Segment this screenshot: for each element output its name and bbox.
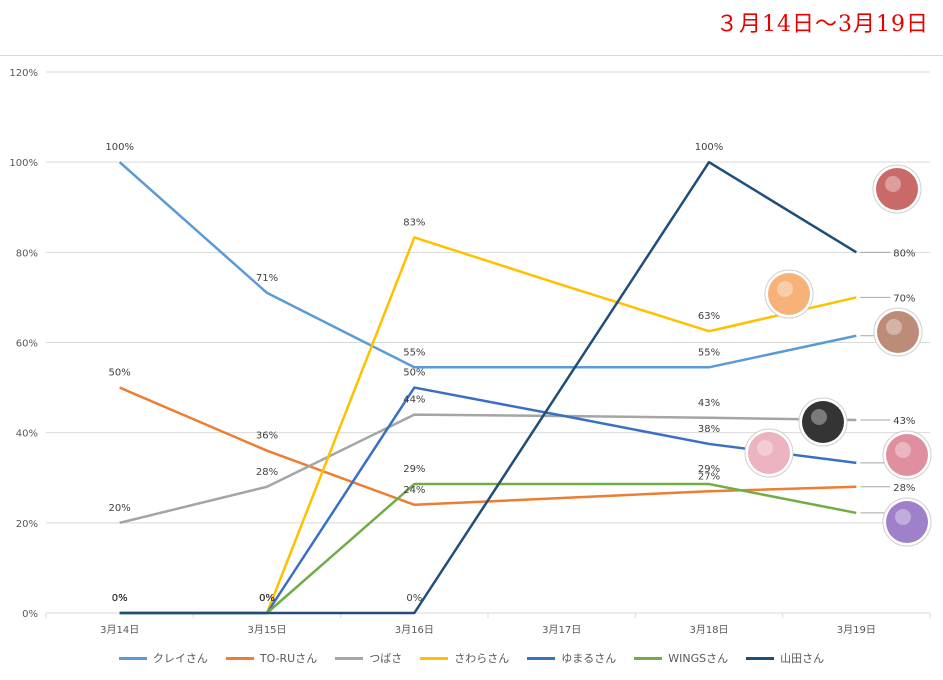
line-chart: 0% 20% 40% 60% 80% 100% 120% 3月14日 3月15日 3月16日 3月1… xyxy=(9,68,932,636)
brown-hair-girl-avatar xyxy=(873,307,923,357)
data-label: 44% xyxy=(403,395,425,406)
y-tick-label: 120% xyxy=(9,68,38,79)
y-tick-label: 20% xyxy=(16,519,38,530)
series-5-line xyxy=(119,482,857,615)
food-photo-avatar xyxy=(872,164,922,214)
data-label: 100% xyxy=(695,142,724,153)
data-label: 0% xyxy=(406,593,422,604)
x-tick-label: 3月17日 xyxy=(542,624,581,636)
y-tick-label: 100% xyxy=(9,158,38,169)
legend-item: クレイさん xyxy=(118,650,208,666)
series-2-line xyxy=(119,413,857,525)
data-label: 63% xyxy=(698,311,720,322)
avatar-fill xyxy=(876,168,918,210)
chart-legend: クレイさん TO-RUさん つばさ さわらさん ゆまるさん WINGSさん 山田さん xyxy=(0,650,943,666)
y-tick-label: 80% xyxy=(16,248,38,259)
data-label: 0% xyxy=(112,593,128,604)
silhouette-avatar xyxy=(798,397,848,447)
series-3-line xyxy=(119,236,857,615)
data-label: 55% xyxy=(698,347,720,358)
legend-label: TO-RUさん xyxy=(259,652,318,665)
series-0-line xyxy=(118,161,857,369)
data-label: 55% xyxy=(403,347,425,358)
data-label: 71% xyxy=(256,273,278,284)
chart-area: 0% 20% 40% 60% 80% 100% 120% 3月14日 3月15日 3月16日 3月1… xyxy=(0,55,943,680)
data-label: 83% xyxy=(403,217,425,228)
data-label: 29% xyxy=(698,464,720,475)
data-label: 0% xyxy=(259,593,275,604)
orange-hair-girl-avatar xyxy=(764,269,814,319)
data-label: 0% xyxy=(259,593,275,604)
legend-label: ゆまるさん xyxy=(561,652,617,665)
avatar-fill xyxy=(802,401,844,443)
data-label: 36% xyxy=(256,431,278,442)
data-label: 0% xyxy=(259,593,275,604)
data-label: 43% xyxy=(698,398,720,409)
data-label: 0% xyxy=(112,593,128,604)
data-label: 38% xyxy=(698,424,720,435)
legend-item: TO-RUさん xyxy=(225,650,318,666)
legend-label: クレイさん xyxy=(152,652,208,665)
avatar-highlight xyxy=(777,281,793,297)
legend-swatch xyxy=(335,656,364,660)
legend-swatch xyxy=(527,656,556,660)
data-label: 28% xyxy=(893,483,915,494)
data-label: 0% xyxy=(259,593,275,604)
data-label: 29% xyxy=(403,464,425,475)
legend-item: WINGSさん xyxy=(634,650,728,666)
avatar-fill xyxy=(886,434,928,476)
legend-label: 山田さん xyxy=(780,652,825,665)
x-tick-label: 3月18日 xyxy=(689,624,728,636)
data-label: 50% xyxy=(403,368,425,379)
avatar-highlight xyxy=(895,442,911,458)
avatar-highlight xyxy=(811,409,827,425)
x-tick-label: 3月14日 xyxy=(100,624,139,636)
avatar-fill xyxy=(877,311,919,353)
avatar-highlight xyxy=(886,319,902,335)
avatar-fill xyxy=(768,273,810,315)
avatar-highlight xyxy=(885,176,901,192)
y-tick-label: 60% xyxy=(16,339,38,350)
x-tick-label: 3月15日 xyxy=(247,624,286,636)
data-label: 100% xyxy=(105,142,134,153)
data-label: 70% xyxy=(893,293,915,304)
data-label: 0% xyxy=(112,593,128,604)
legend-item: さわらさん xyxy=(420,650,509,666)
legend-label: WINGSさん xyxy=(668,652,729,665)
legend-swatch xyxy=(118,656,147,660)
data-label: 20% xyxy=(109,503,131,514)
legend-item: つばさ xyxy=(335,650,402,666)
group-girls-avatar xyxy=(882,430,932,480)
avatar-fill xyxy=(886,501,928,543)
y-tick-label: 40% xyxy=(16,429,38,440)
data-label: 50% xyxy=(109,368,131,379)
legend-label: さわらさん xyxy=(454,652,510,665)
legend-swatch xyxy=(225,656,254,660)
data-label: 0% xyxy=(112,593,128,604)
data-label: 43% xyxy=(893,416,915,427)
legend-swatch xyxy=(746,656,775,660)
purple-hair-girl-avatar xyxy=(882,497,932,547)
x-tick-label: 3月19日 xyxy=(837,624,876,636)
legend-swatch xyxy=(634,656,663,660)
series-6-line xyxy=(119,160,857,615)
data-label: 28% xyxy=(256,467,278,478)
avatar-highlight xyxy=(895,509,911,525)
avatar-highlight xyxy=(757,440,773,456)
x-tick-label: 3月16日 xyxy=(395,624,434,636)
chart-title: ３月14日～3月19日 xyxy=(716,12,929,37)
legend-label: つばさ xyxy=(369,652,403,665)
avatar-fill xyxy=(748,432,790,474)
data-label: 27% xyxy=(698,471,720,482)
data-label: 24% xyxy=(403,485,425,496)
pink-hair-girl-avatar xyxy=(744,428,794,478)
legend-item: 山田さん xyxy=(746,650,824,666)
legend-swatch xyxy=(420,656,449,660)
data-label: 80% xyxy=(893,248,915,259)
legend-item: ゆまるさん xyxy=(527,650,616,666)
y-tick-label: 0% xyxy=(22,609,38,620)
